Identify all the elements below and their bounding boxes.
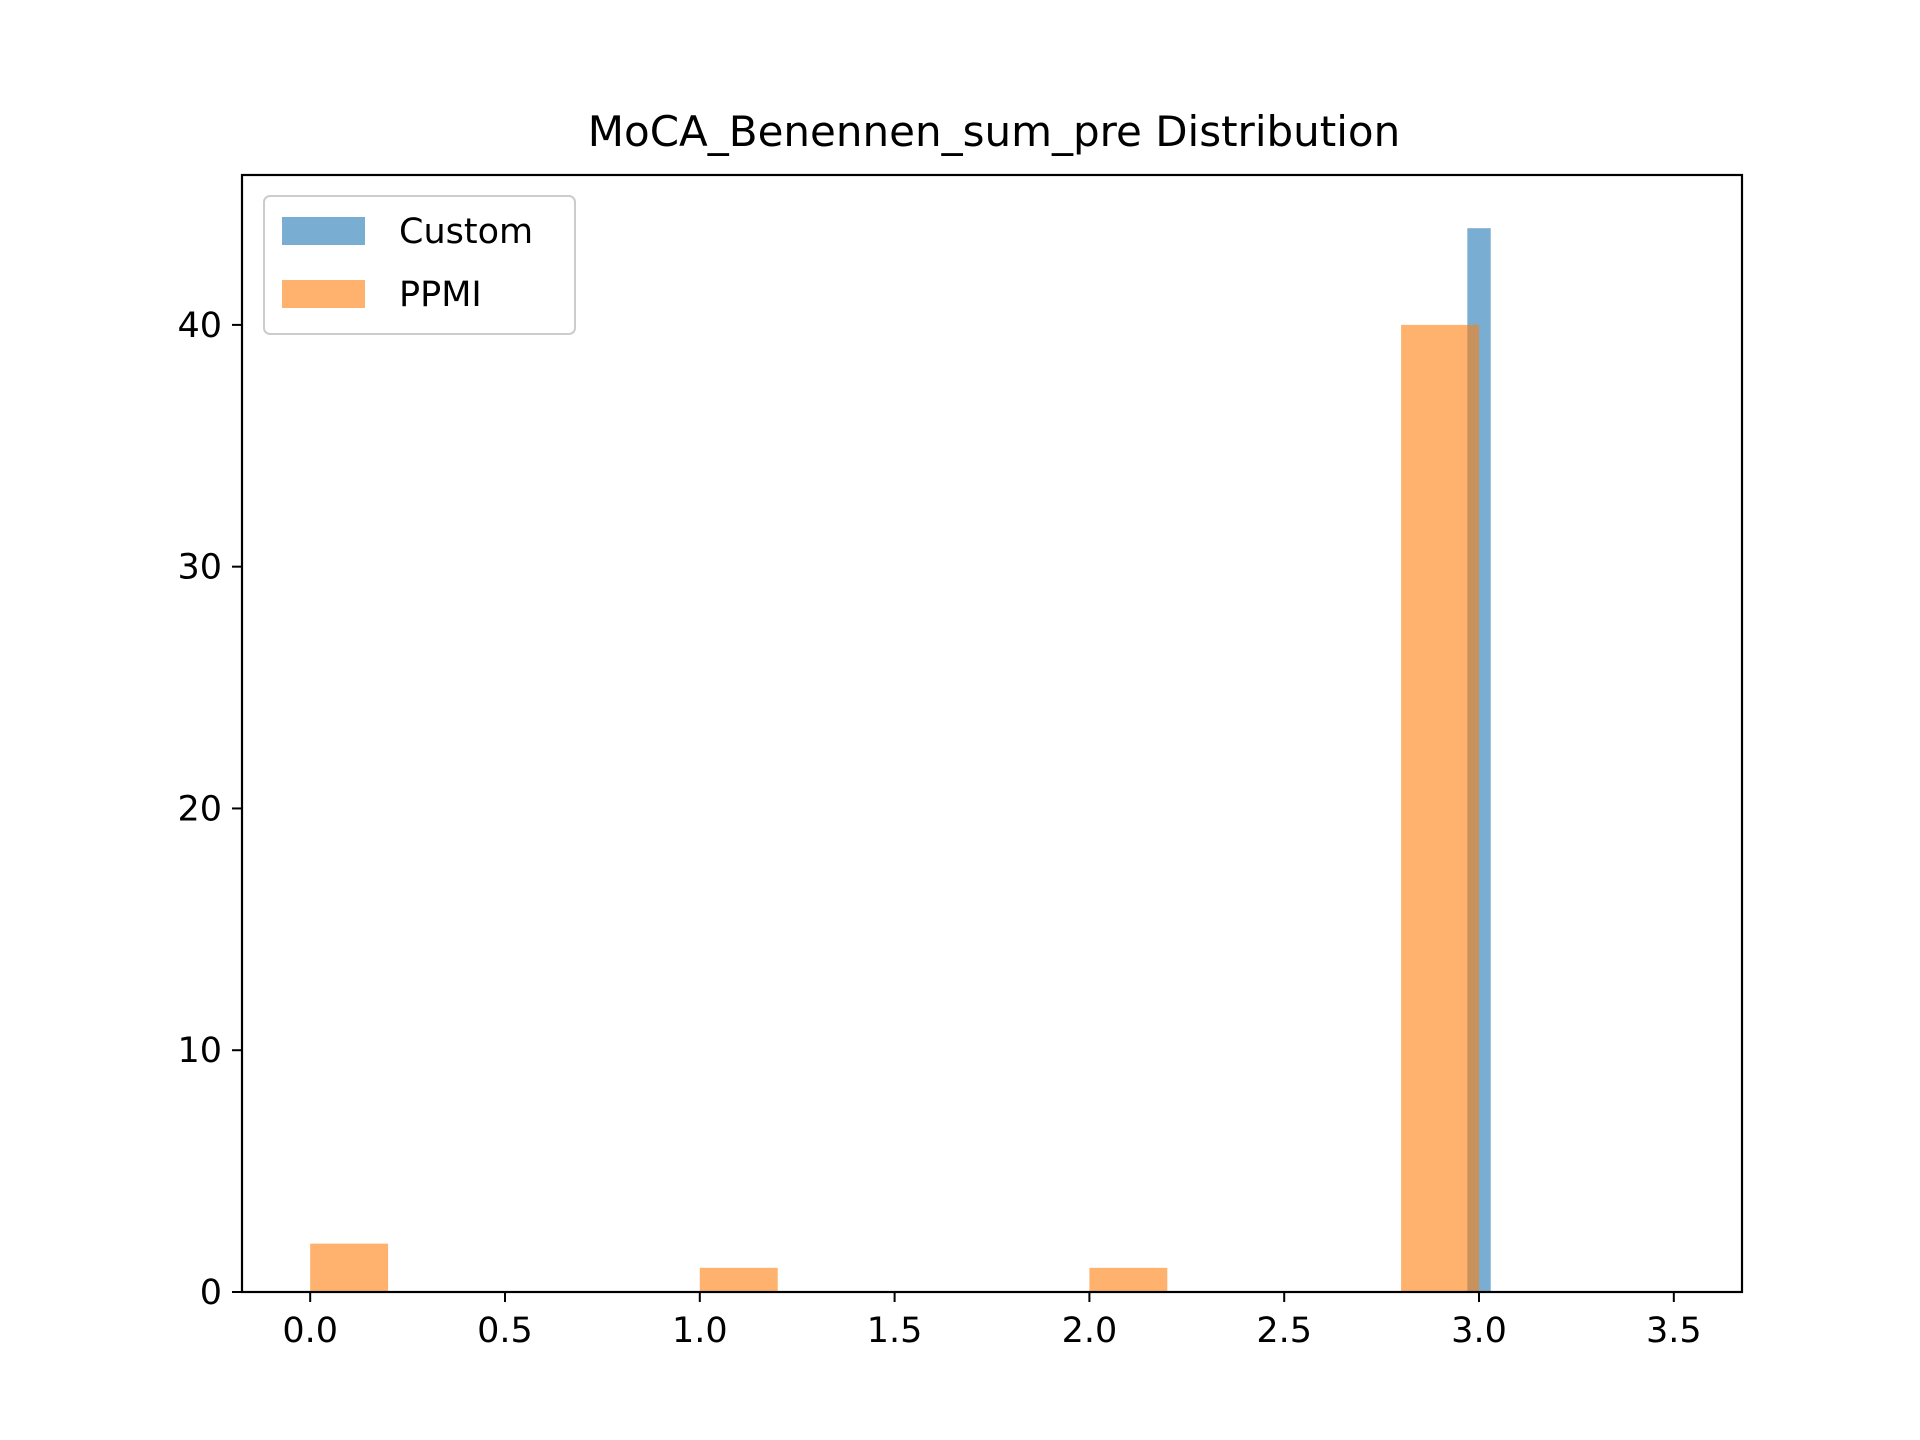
axes-layer: 0.0 0.5 1.0 1.5 2.0 2.5 3.0 3.5 0 10 20 30 40 xyxy=(177,173,1744,1351)
bar-ppmi-2 xyxy=(1089,1267,1168,1292)
bar-ppmi-0 xyxy=(310,1243,389,1292)
x-tick-label: 2.5 xyxy=(1256,1311,1312,1351)
bars-layer xyxy=(310,228,1491,1293)
plot-frame xyxy=(240,173,1744,1294)
x-tick-label: 1.5 xyxy=(867,1311,923,1351)
legend-swatch-ppmi xyxy=(282,280,365,308)
y-tick-label: 10 xyxy=(177,1031,222,1071)
y-tick-label: 20 xyxy=(177,789,222,829)
x-tick-label: 1.0 xyxy=(672,1311,728,1351)
x-tick-label: 0.0 xyxy=(282,1311,338,1351)
x-tick-label: 2.0 xyxy=(1062,1311,1118,1351)
y-tick-label: 0 xyxy=(200,1273,222,1313)
x-tick-label: 3.5 xyxy=(1646,1311,1702,1351)
chart-title: MoCA_Benennen_sum_pre Distribution xyxy=(588,107,1400,156)
x-tick-label: 0.5 xyxy=(477,1311,533,1351)
y-tick-label: 40 xyxy=(177,306,222,346)
bar-ppmi-3 xyxy=(1401,324,1480,1293)
legend: Custom PPMI xyxy=(263,195,576,335)
y-tick-label: 30 xyxy=(177,548,222,588)
x-tick-label: 3.0 xyxy=(1451,1311,1507,1351)
bar-ppmi-1 xyxy=(699,1267,778,1292)
legend-swatch-custom xyxy=(282,217,365,245)
legend-label-ppmi: PPMI xyxy=(399,275,482,315)
legend-label-custom: Custom xyxy=(399,212,533,252)
